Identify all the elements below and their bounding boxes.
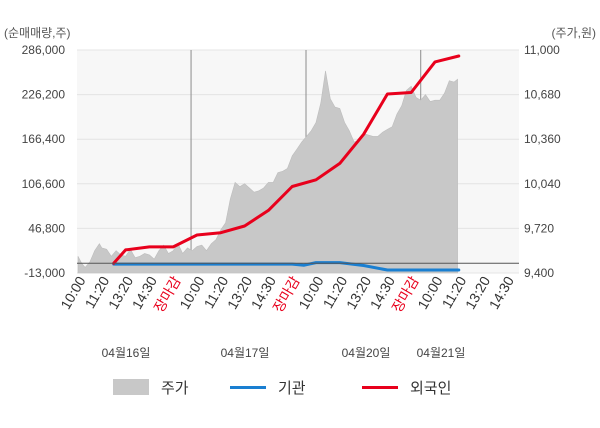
right-tick-label: 9,400 xyxy=(524,266,554,280)
net-trade-lines xyxy=(112,54,461,272)
left-axis-unit: (순매매량,주) xyxy=(4,26,71,40)
right-tick-label: 10,360 xyxy=(524,132,561,146)
day-labels: 04월16일 04월17일 04월20일 04월21일 xyxy=(102,346,466,360)
price-area-layer xyxy=(77,70,458,274)
day-label: 04월21일 xyxy=(417,346,466,360)
left-tick-label: 286,000 xyxy=(22,43,66,57)
left-tick-label: 166,400 xyxy=(22,132,66,146)
legend-swatch-institution xyxy=(230,385,266,389)
legend: 주가 기관 외국인 xyxy=(0,372,600,402)
left-tick-label: -13,000 xyxy=(24,266,65,280)
legend-label-institution: 기관 xyxy=(278,379,306,397)
time-tick-label: 10:00 xyxy=(176,273,207,312)
legend-label-foreigner: 외국인 xyxy=(410,379,452,397)
left-tick-label: 106,600 xyxy=(22,177,66,191)
day-label: 04월17일 xyxy=(221,346,270,360)
legend-swatch-foreigner xyxy=(362,385,398,389)
left-axis-ticks: 286,000 226,200 166,400 106,600 46,800 -13,00… xyxy=(22,43,66,280)
right-tick-label: 9,720 xyxy=(524,221,554,235)
price-area xyxy=(77,70,458,274)
legend-item-institution: 기관 xyxy=(230,372,306,402)
left-tick-label: 46,800 xyxy=(28,221,65,235)
legend-item-price: 주가 xyxy=(113,372,189,402)
right-tick-label: 10,040 xyxy=(524,177,561,191)
legend-item-foreigner: 외국인 xyxy=(362,372,451,402)
time-tick-label: 10:00 xyxy=(414,273,445,312)
right-axis-ticks: 11,000 10,680 10,360 10,040 9,720 9,400 xyxy=(524,43,561,280)
x-axis-ticks: 10:0011:2013:2014:30장마감10:0011:2013:2014… xyxy=(57,273,517,315)
day-label: 04월20일 xyxy=(342,346,391,360)
day-label: 04월16일 xyxy=(102,346,151,360)
legend-swatch-price xyxy=(113,379,149,395)
left-tick-label: 226,200 xyxy=(22,88,66,102)
right-tick-label: 10,680 xyxy=(524,88,561,102)
time-tick-label: 10:00 xyxy=(295,273,326,312)
institution-line xyxy=(112,261,461,272)
foreigner-line xyxy=(112,54,461,265)
legend-label-price: 주가 xyxy=(161,379,189,397)
right-tick-label: 11,000 xyxy=(524,43,560,57)
time-tick-label: 14:30 xyxy=(486,273,517,312)
right-axis-unit: (주가,원) xyxy=(552,26,596,40)
